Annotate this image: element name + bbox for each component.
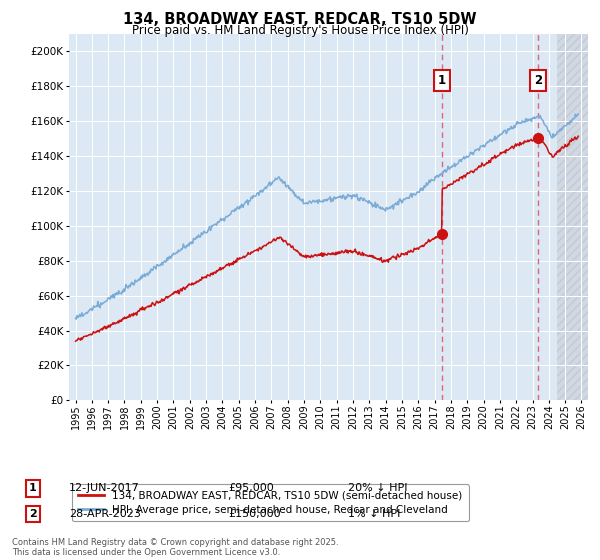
Text: 2: 2 [534,74,542,87]
Text: £150,000: £150,000 [228,509,281,519]
Text: 1: 1 [438,74,446,87]
Text: 20% ↓ HPI: 20% ↓ HPI [348,483,407,493]
Bar [557,34,588,400]
Bar [557,34,588,400]
Text: 2: 2 [29,509,37,519]
Text: 12-JUN-2017: 12-JUN-2017 [69,483,140,493]
Text: 134, BROADWAY EAST, REDCAR, TS10 5DW: 134, BROADWAY EAST, REDCAR, TS10 5DW [123,12,477,27]
Text: Contains HM Land Registry data © Crown copyright and database right 2025.
This d: Contains HM Land Registry data © Crown c… [12,538,338,557]
Text: 1: 1 [29,483,37,493]
Text: Price paid vs. HM Land Registry's House Price Index (HPI): Price paid vs. HM Land Registry's House … [131,24,469,36]
Legend: 134, BROADWAY EAST, REDCAR, TS10 5DW (semi-detached house), HPI: Average price, : 134, BROADWAY EAST, REDCAR, TS10 5DW (se… [71,484,469,521]
Text: 28-APR-2023: 28-APR-2023 [69,509,141,519]
Text: 1% ↓ HPI: 1% ↓ HPI [348,509,400,519]
Text: £95,000: £95,000 [228,483,274,493]
